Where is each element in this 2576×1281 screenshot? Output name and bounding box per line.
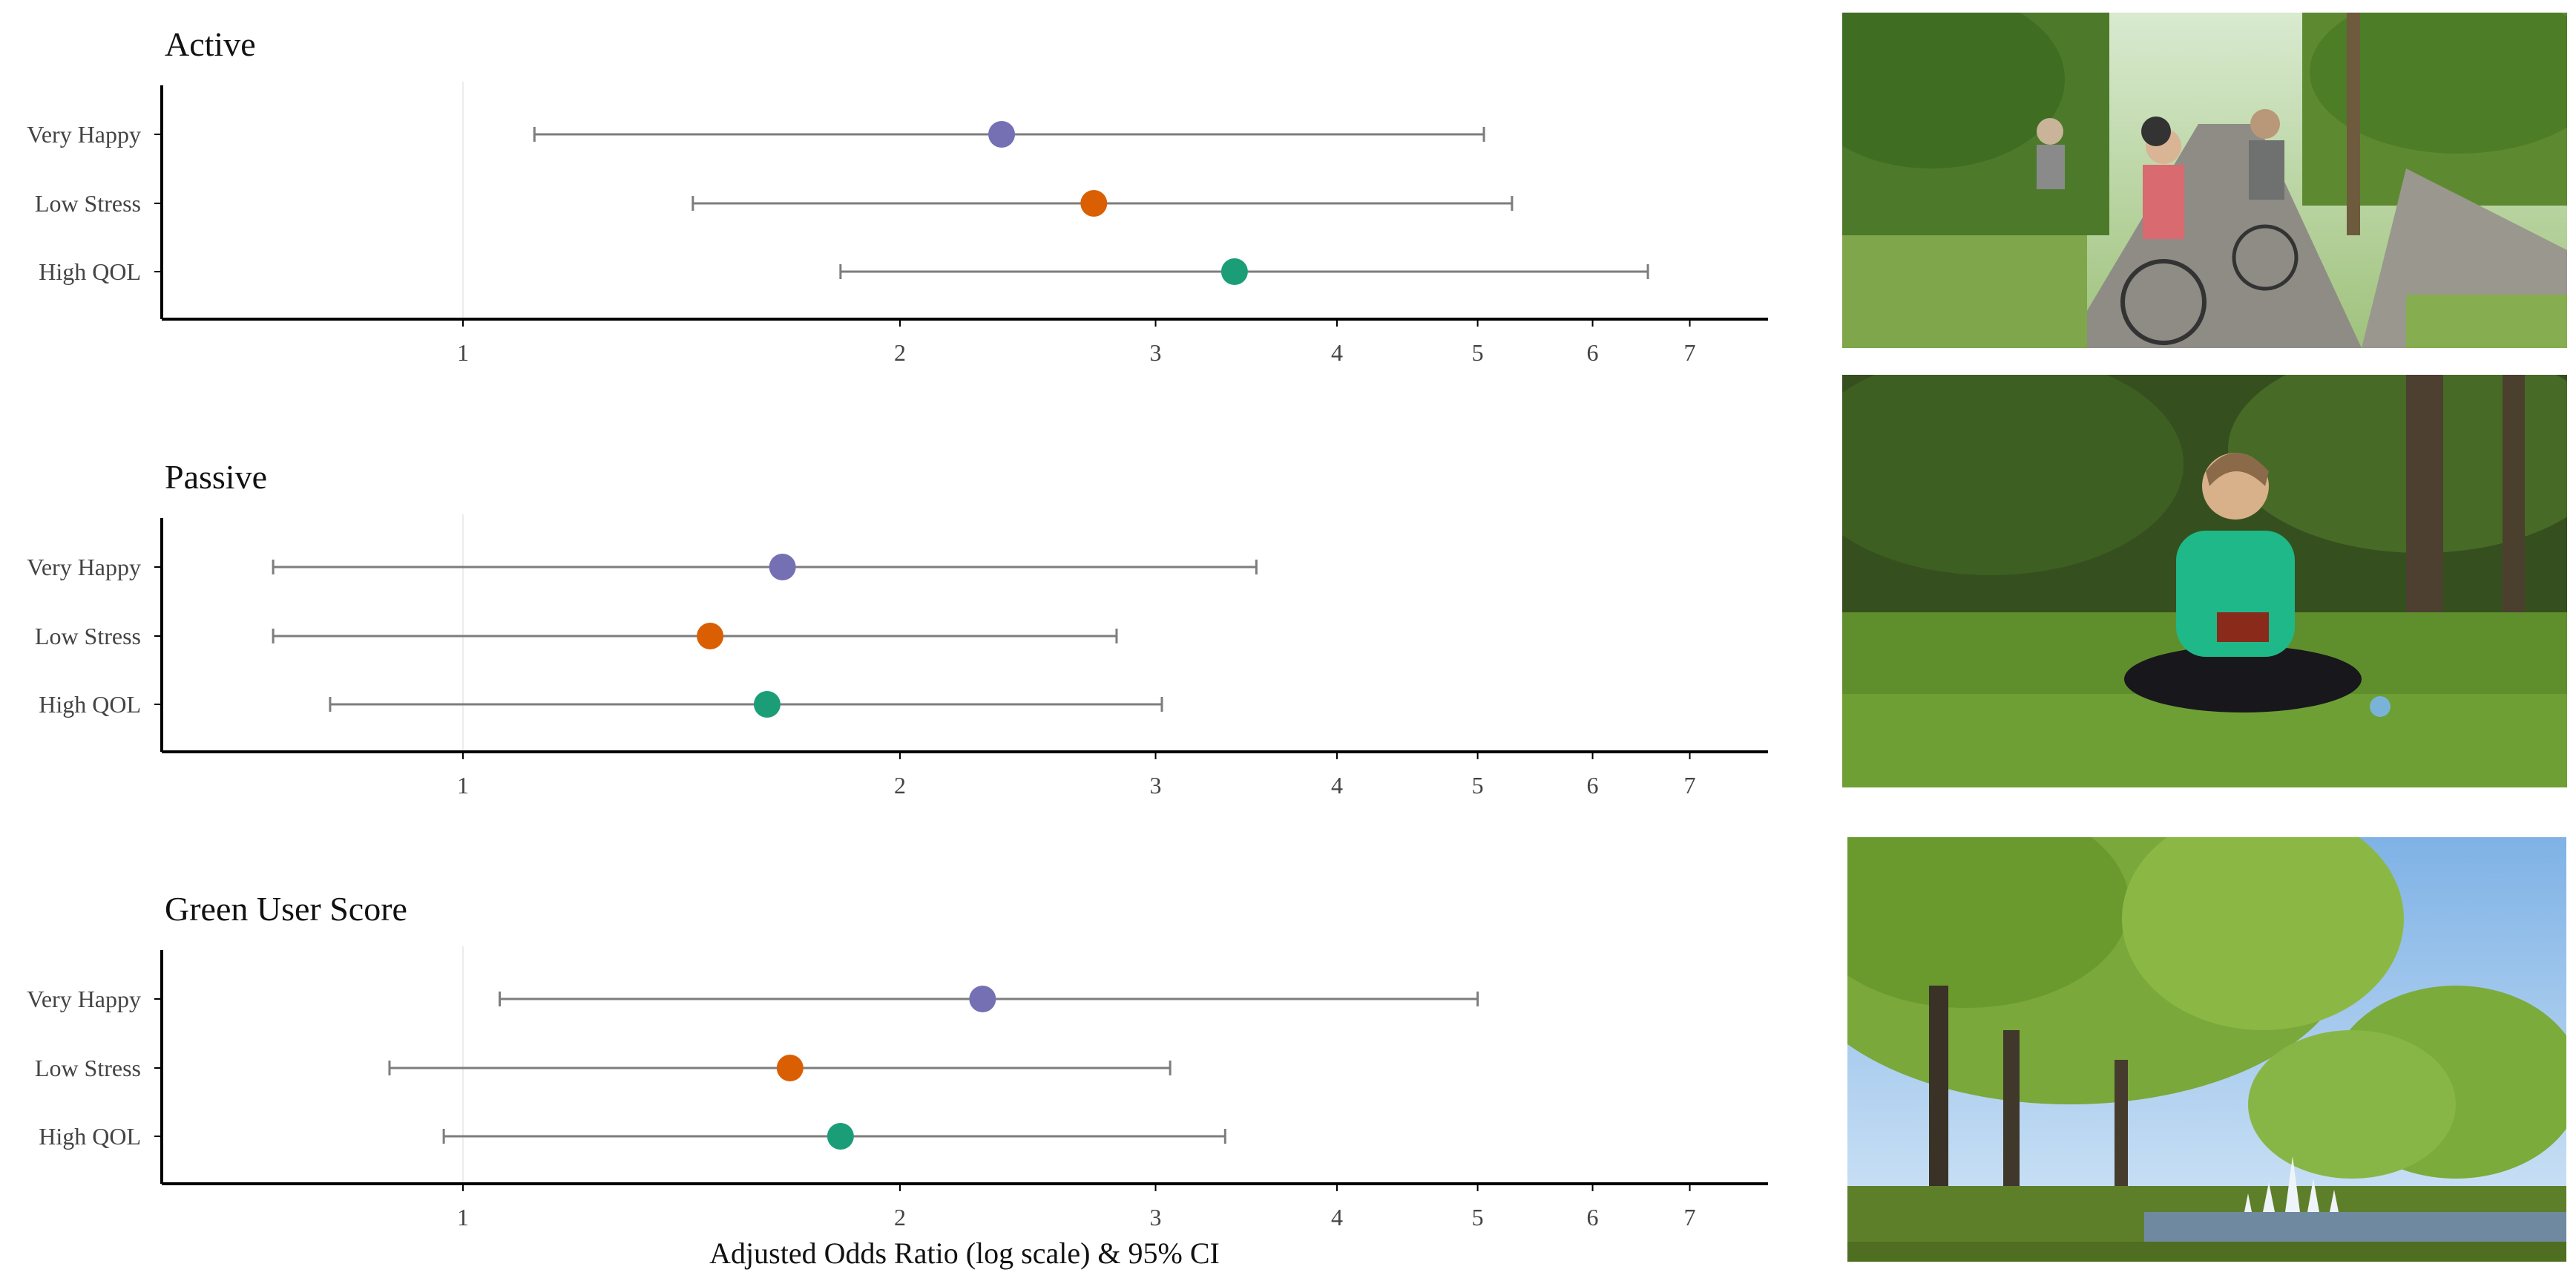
x-tick-label-passive-7: 7 (1684, 772, 1696, 799)
point-estimate-passive-high-qol (753, 691, 781, 718)
photo-park-fountain (1847, 837, 2566, 1262)
x-tick-label-green-user-score-2: 2 (894, 1204, 906, 1231)
point-estimate-active-high-qol (1220, 258, 1248, 285)
panel-title-active: Active (165, 25, 256, 63)
x-tick-label-passive-4: 4 (1331, 772, 1343, 799)
point-estimate-green-user-score-low-stress (776, 1055, 804, 1081)
point-estimate-green-user-score-very-happy (969, 986, 996, 1012)
x-tick-label-passive-2: 2 (894, 772, 906, 799)
point-estimate-passive-low-stress (697, 623, 724, 649)
row-label-passive-high-qol: High QOL (39, 691, 141, 718)
x-tick-label-active-5: 5 (1472, 339, 1484, 366)
x-tick-label-active-1: 1 (457, 339, 469, 366)
forest-plot-chart: Active 1 2 3 4 5 6 7 Very Happy Low Stress High QO… (27, 25, 1768, 1270)
x-tick-label-active-4: 4 (1331, 339, 1343, 366)
x-tick-label-passive-3: 3 (1150, 772, 1162, 799)
photo-cycling (1842, 13, 2567, 348)
row-label-active-high-qol: High QOL (39, 258, 141, 285)
x-tick-label-green-user-score-1: 1 (457, 1204, 469, 1231)
row-label-passive-low-stress: Low Stress (35, 623, 141, 649)
point-estimate-active-low-stress (1080, 190, 1108, 217)
x-tick-label-green-user-score-3: 3 (1150, 1204, 1162, 1231)
point-estimate-green-user-score-high-qol (827, 1123, 854, 1150)
photo-reading (1842, 375, 2567, 787)
x-tick-label-active-2: 2 (894, 339, 906, 366)
x-tick-label-green-user-score-5: 5 (1472, 1204, 1484, 1231)
row-label-active-low-stress: Low Stress (35, 190, 141, 217)
x-tick-label-green-user-score-7: 7 (1684, 1204, 1696, 1231)
x-tick-label-passive-6: 6 (1587, 772, 1599, 799)
row-label-green-user-score-very-happy: Very Happy (27, 986, 141, 1012)
row-label-green-user-score-low-stress: Low Stress (35, 1055, 141, 1081)
row-label-active-very-happy: Very Happy (27, 121, 141, 148)
x-tick-label-active-6: 6 (1587, 339, 1599, 366)
x-axis-label: Adjusted Odds Ratio (log scale) & 95% CI (709, 1236, 1220, 1270)
x-tick-label-green-user-score-4: 4 (1331, 1204, 1343, 1231)
x-tick-label-active-7: 7 (1684, 339, 1696, 366)
panel-title-passive: Passive (165, 458, 267, 496)
row-label-green-user-score-high-qol: High QOL (39, 1123, 141, 1150)
point-estimate-passive-very-happy (769, 554, 796, 580)
x-tick-label-passive-1: 1 (457, 772, 469, 799)
row-label-passive-very-happy: Very Happy (27, 554, 141, 580)
panel-title-green-user-score: Green User Score (165, 890, 407, 928)
x-tick-label-active-3: 3 (1150, 339, 1162, 366)
x-tick-label-passive-5: 5 (1472, 772, 1484, 799)
x-tick-label-green-user-score-6: 6 (1587, 1204, 1599, 1231)
point-estimate-active-very-happy (988, 121, 1016, 148)
